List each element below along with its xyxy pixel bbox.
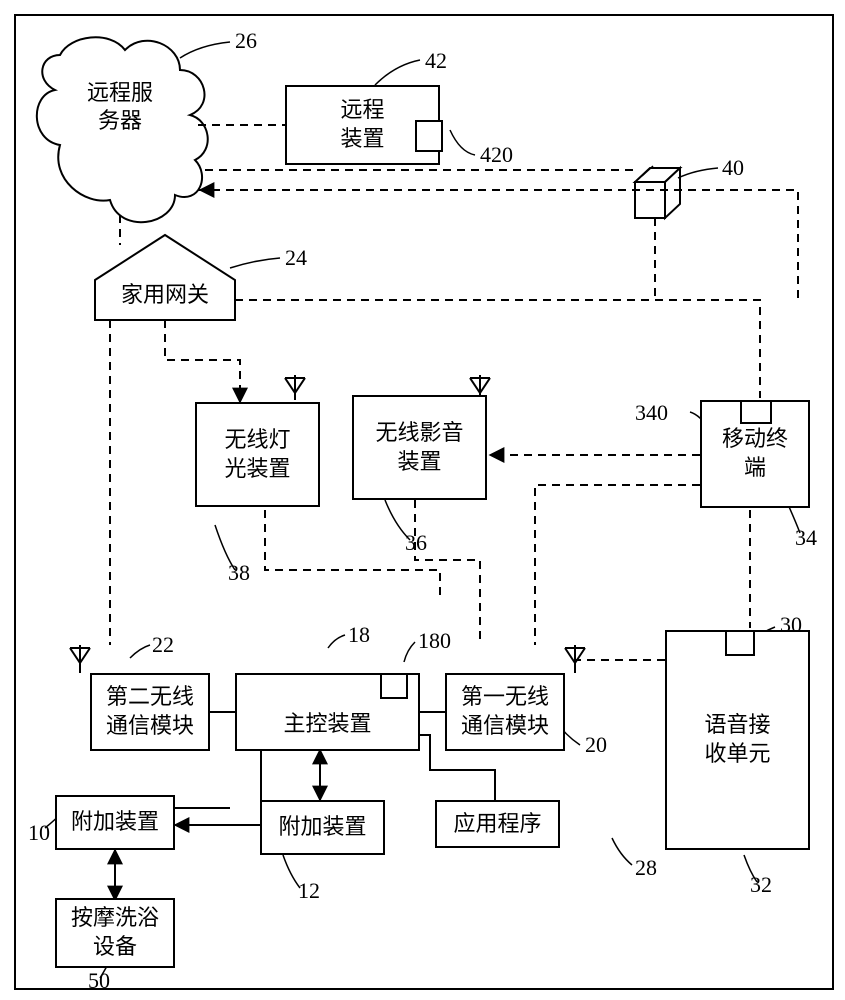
ref-12: 12 <box>298 878 320 904</box>
ref-18: 18 <box>348 622 370 648</box>
wireless-light-label: 无线灯光装置 <box>224 426 290 483</box>
ref-34: 34 <box>795 525 817 551</box>
mobile-terminal-module <box>740 400 772 424</box>
ref-10: 10 <box>28 820 50 846</box>
wl2-box: 第二无线通信模块 <box>90 673 210 751</box>
ref-20: 20 <box>585 732 607 758</box>
mobile-terminal-label: 移动终端 <box>722 425 788 482</box>
ref-50: 50 <box>88 968 110 994</box>
app-box: 应用程序 <box>435 800 560 848</box>
addon1-label: 附加装置 <box>71 808 159 837</box>
massage-box: 按摩洗浴设备 <box>55 898 175 968</box>
massage-label: 按摩洗浴设备 <box>71 904 159 961</box>
app-label: 应用程序 <box>453 810 541 839</box>
main-ctrl-module <box>380 673 408 699</box>
remote-device-module <box>415 120 443 152</box>
ref-180: 180 <box>418 628 451 654</box>
ref-22: 22 <box>152 632 174 658</box>
ref-24: 24 <box>285 245 307 271</box>
ref-36: 36 <box>405 530 427 556</box>
ref-40: 40 <box>722 155 744 181</box>
wireless-av-box: 无线影音装置 <box>352 395 487 500</box>
voice-unit-box: 语音接收单元 <box>665 630 810 850</box>
ref-38: 38 <box>228 560 250 586</box>
wl2-label: 第二无线通信模块 <box>106 683 194 740</box>
ref-26: 26 <box>235 28 257 54</box>
ref-32: 32 <box>750 872 772 898</box>
addon2-box: 附加装置 <box>260 800 385 855</box>
main-ctrl-label: 主控装置 <box>283 710 371 739</box>
addon2-label: 附加装置 <box>278 813 366 842</box>
wireless-light-box: 无线灯光装置 <box>195 402 320 507</box>
wireless-av-label: 无线影音装置 <box>375 419 463 476</box>
voice-unit-label: 语音接收单元 <box>704 711 770 768</box>
addon1-box: 附加装置 <box>55 795 175 850</box>
ref-28: 28 <box>635 855 657 881</box>
ref-340: 340 <box>635 400 668 426</box>
wl1-label: 第一无线通信模块 <box>461 683 549 740</box>
ref-420: 420 <box>480 142 513 168</box>
wl1-box: 第一无线通信模块 <box>445 673 565 751</box>
ref-42: 42 <box>425 48 447 74</box>
ref-30: 30 <box>780 612 802 638</box>
remote-device-label: 远程装置 <box>340 96 384 153</box>
voice-unit-module <box>725 630 755 656</box>
